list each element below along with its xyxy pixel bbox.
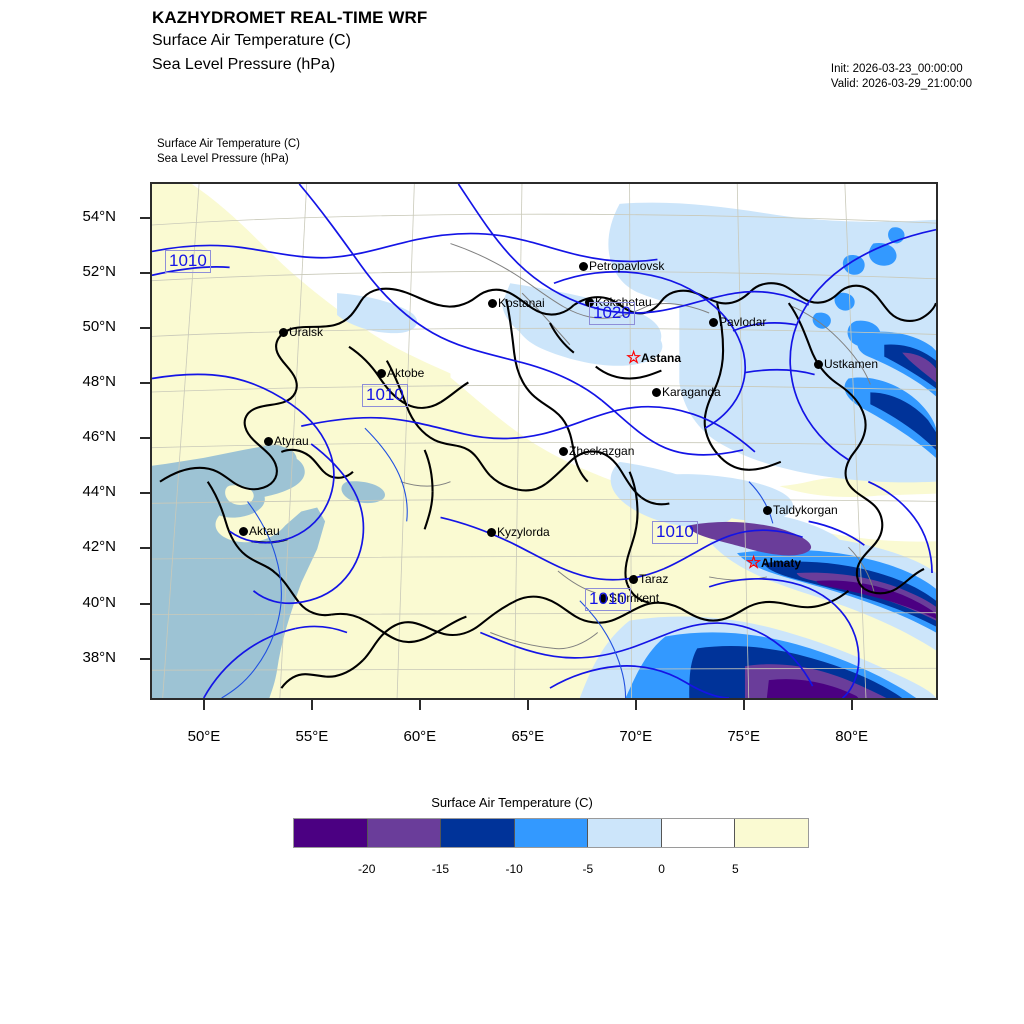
map-raster (152, 184, 936, 698)
run-timestamps: Init: 2026-03-23_00:00:00 Valid: 2026-03… (831, 62, 972, 92)
lat-tick-mark-40 (140, 602, 150, 605)
colorbar-tick--10: -10 (505, 862, 523, 876)
map-plot-area[interactable]: Petropavlovsk Kostanai Kokshetau Pavlodar ☆ A… (150, 182, 938, 700)
map-subcaption-pressure: Sea Level Pressure (hPa) (157, 153, 289, 165)
lat-tick-mark-50 (140, 327, 150, 330)
lat-tick-label-46: 46°N (82, 428, 116, 446)
lat-tick-label-40: 40°N (82, 593, 116, 611)
lat-tick-mark-38 (140, 657, 150, 660)
colorbar-tick--20: -20 (358, 862, 376, 876)
lon-tick-mark-55 (310, 700, 313, 710)
lat-tick-label-38: 38°N (82, 648, 116, 666)
page-title: KAZHYDROMET REAL-TIME WRF (152, 8, 428, 27)
colorbar-tick--5: -5 (582, 862, 594, 876)
lat-tick-label-52: 52°N (82, 262, 116, 280)
lon-tick-mark-50 (202, 700, 205, 710)
colorbar-swatch-6[interactable] (734, 819, 809, 847)
valid-time: Valid: 2026-03-29_21:00:00 (830, 78, 972, 90)
lat-tick-label-50: 50°N (82, 318, 116, 336)
lon-tick-mark-75 (742, 700, 745, 710)
lat-tick-mark-48 (140, 382, 150, 385)
lat-tick-label-44: 44°N (82, 483, 116, 501)
colorbar-swatch-0[interactable] (294, 819, 367, 847)
lon-tick-label-65: 65°E (511, 728, 545, 745)
colorbar-ticks: -20 -15 -10 -5 0 5 (293, 862, 809, 880)
colorbar-swatch-5[interactable] (660, 819, 735, 847)
lon-tick-mark-60 (418, 700, 421, 710)
colorbar-swatch-3[interactable] (513, 819, 588, 847)
lat-tick-label-54: 54°N (82, 207, 116, 225)
lon-tick-label-70: 70°E (619, 728, 653, 745)
colorbar-tick-5: 5 (731, 862, 739, 876)
lon-tick-label-50: 50°E (187, 728, 221, 745)
colorbar-swatch-4[interactable] (587, 819, 661, 847)
lat-tick-mark-52 (140, 271, 150, 274)
lon-tick-mark-65 (526, 700, 529, 710)
init-time: Init: 2026-03-23_00:00:00 (830, 63, 963, 75)
lon-tick-mark-80 (850, 700, 853, 710)
lat-tick-mark-44 (140, 492, 150, 495)
lon-tick-mark-70 (634, 700, 637, 710)
lat-tick-label-48: 48°N (82, 373, 116, 391)
header-subtitle-pressure: Sea Level Pressure (hPa) (152, 56, 336, 73)
lat-tick-label-42: 42°N (82, 538, 116, 556)
lon-tick-label-80: 80°E (835, 728, 868, 745)
colorbar-swatch-2[interactable] (440, 819, 514, 847)
colorbar-title: Surface Air Temperature (C) (431, 795, 593, 810)
header-subtitle-temperature: Surface Air Temperature (C) (152, 32, 351, 49)
colorbar-swatch-1[interactable] (366, 819, 441, 847)
colorbar-tick-0: 0 (658, 862, 665, 876)
lon-tick-label-60: 60°E (403, 728, 437, 745)
map-subcaption: Surface Air Temperature (C) Sea Level Pr… (157, 137, 300, 167)
colorbar[interactable] (293, 818, 809, 848)
lon-tick-label-75: 75°E (727, 728, 761, 745)
lat-tick-mark-42 (140, 547, 150, 550)
map-subcaption-temperature: Surface Air Temperature (C) (157, 138, 300, 150)
colorbar-tick--15: -15 (431, 862, 450, 876)
lat-tick-mark-46 (140, 437, 150, 440)
lon-tick-label-55: 55°E (295, 728, 329, 745)
lat-tick-mark-54 (140, 216, 150, 219)
